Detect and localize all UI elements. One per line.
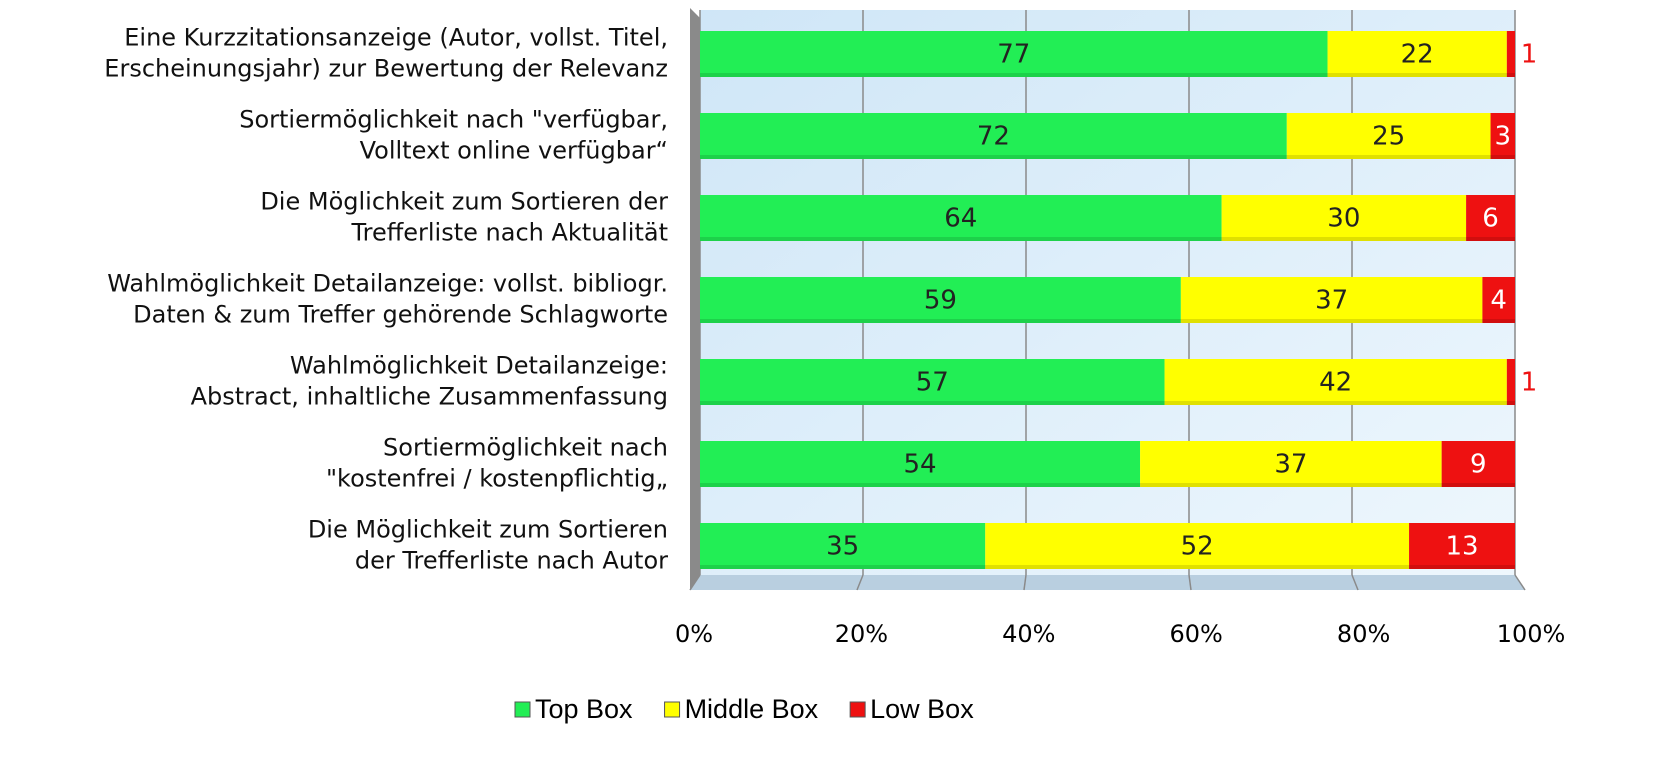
bar-segment <box>700 31 1328 77</box>
category-label: Sortiermöglichkeit nach "kostenfrei / kos… <box>326 434 668 493</box>
grid-line-floor <box>1188 574 1192 591</box>
value-label: 4 <box>1490 286 1507 316</box>
category-label: Wahlmöglichkeit Detailanzeige: vollst. b… <box>107 270 668 329</box>
bar-segment <box>1409 523 1515 569</box>
value-label: 52 <box>1181 532 1214 562</box>
value-label: 59 <box>924 286 957 316</box>
bar-segment <box>1180 277 1483 323</box>
value-label: 77 <box>997 40 1030 70</box>
legend-swatch <box>664 701 681 718</box>
bar-segment <box>1327 31 1507 77</box>
category-label: Wahlmöglichkeit Detailanzeige: Abstract, … <box>191 352 668 411</box>
x-tick-label: 100% <box>1497 620 1566 648</box>
x-tick-label: 0% <box>675 620 713 648</box>
grid-line-floor <box>1514 574 1526 591</box>
bar-segment <box>700 113 1287 159</box>
legend-swatch <box>849 701 866 718</box>
value-label: 1 <box>1521 40 1538 70</box>
value-label: 64 <box>944 204 977 234</box>
value-label: 57 <box>916 368 949 398</box>
grid-line-floor <box>689 574 701 591</box>
bar-segment <box>1164 359 1507 405</box>
bar-segment <box>700 195 1222 241</box>
bar-segment <box>1490 113 1515 159</box>
value-label: 13 <box>1445 532 1478 562</box>
bar-shade <box>700 483 1515 487</box>
bar-segment <box>1506 31 1515 77</box>
x-tick-label: 20% <box>835 620 888 648</box>
bar-shade <box>700 319 1515 323</box>
category-label: Die Möglichkeit zum Sortieren der Treffer… <box>260 188 668 247</box>
grid-line-floor <box>1023 574 1027 591</box>
value-label: 9 <box>1470 450 1487 480</box>
bar-shade <box>700 401 1515 405</box>
x-tick-label: 40% <box>1002 620 1055 648</box>
legend-label: Low Box <box>870 694 974 724</box>
x-tick-label: 60% <box>1170 620 1223 648</box>
bar-segment <box>1482 277 1515 323</box>
bar-segment <box>1441 441 1515 487</box>
value-label: 30 <box>1327 204 1360 234</box>
side-wall <box>690 8 700 590</box>
x-tick-label: 80% <box>1337 620 1390 648</box>
grid-line-floor <box>1351 574 1359 591</box>
value-label: 37 <box>1315 286 1348 316</box>
value-label: 25 <box>1372 122 1405 152</box>
bar-segment <box>1140 441 1442 487</box>
value-label: 35 <box>826 532 859 562</box>
category-label: Die Möglichkeit zum Sortieren der Treffer… <box>308 516 668 575</box>
value-label: 3 <box>1495 122 1512 152</box>
grid-line-floor <box>856 574 864 591</box>
bar-segment <box>700 441 1141 487</box>
legend-swatch <box>514 701 531 718</box>
bar-segment <box>700 523 986 569</box>
category-label: Sortiermöglichkeit nach "verfügbar, Vollt… <box>239 106 668 165</box>
value-label: 42 <box>1319 368 1352 398</box>
value-label: 1 <box>1521 368 1538 398</box>
bar-segment <box>1466 195 1515 241</box>
bar-shade <box>700 155 1515 159</box>
bar-segment <box>700 359 1165 405</box>
value-label: 22 <box>1401 40 1434 70</box>
value-label: 6 <box>1482 204 1499 234</box>
bar-segment <box>700 277 1181 323</box>
bar-segment <box>985 523 1410 569</box>
bar-segment <box>1286 113 1491 159</box>
legend-label: Top Box <box>535 694 633 724</box>
bar-shade <box>700 565 1515 569</box>
value-label: 54 <box>904 450 937 480</box>
floor <box>690 575 1525 590</box>
bar-segment <box>1506 359 1515 405</box>
legend-label: Middle Box <box>685 694 819 724</box>
category-label: Eine Kurzzitationsanzeige (Autor, vollst… <box>104 24 668 83</box>
value-label: 72 <box>977 122 1010 152</box>
value-label: 37 <box>1274 450 1307 480</box>
bar-shade <box>700 73 1515 77</box>
bar-segment <box>1221 195 1467 241</box>
bar-shade <box>700 237 1515 241</box>
